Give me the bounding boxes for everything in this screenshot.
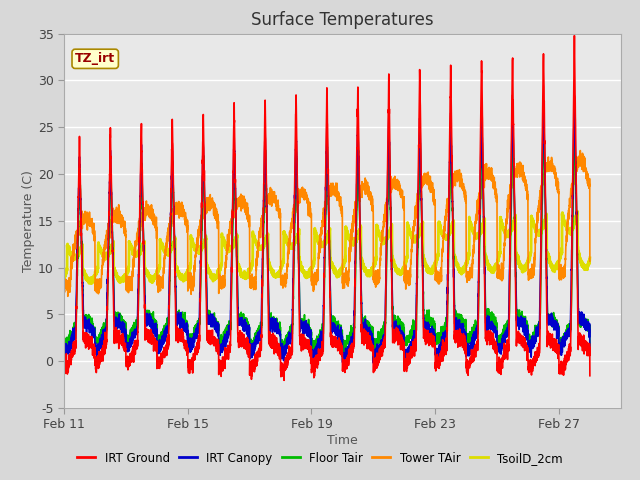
Y-axis label: Temperature (C): Temperature (C) [22,170,35,272]
Title: Surface Temperatures: Surface Temperatures [251,11,434,29]
Legend: IRT Ground, IRT Canopy, Floor Tair, Tower TAir, TsoilD_2cm: IRT Ground, IRT Canopy, Floor Tair, Towe… [73,447,567,469]
Text: TZ_irt: TZ_irt [75,52,115,65]
X-axis label: Time: Time [327,434,358,447]
